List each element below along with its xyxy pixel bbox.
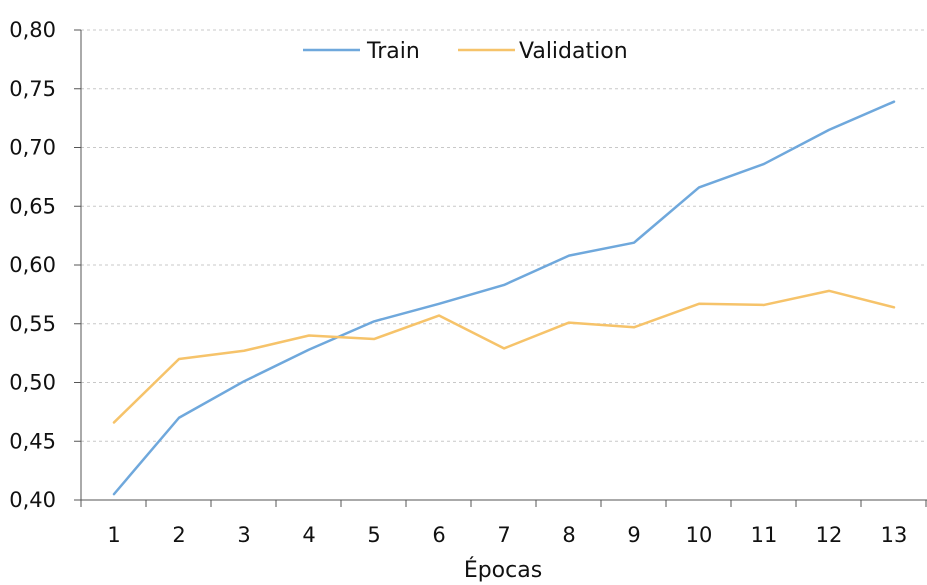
series-line-train xyxy=(112,100,896,496)
x-tick-label: 12 xyxy=(816,523,843,547)
x-tick-label: 11 xyxy=(751,523,778,547)
x-tick-label: 10 xyxy=(686,523,713,547)
x-tick-label: 7 xyxy=(497,523,510,547)
gridlines xyxy=(81,29,927,442)
y-tick-label: 0,70 xyxy=(9,136,56,160)
legend: Train Validation xyxy=(303,39,628,64)
y-tick-label: 0,45 xyxy=(9,429,56,453)
x-tick-label: 8 xyxy=(562,523,575,547)
legend-label-train: Train xyxy=(366,39,420,64)
x-tick-label: 4 xyxy=(302,523,315,547)
x-tick-label: 5 xyxy=(367,523,380,547)
y-tick-label: 0,40 xyxy=(9,488,56,512)
y-tick-label: 0,55 xyxy=(9,312,56,336)
y-tick-label: 0,60 xyxy=(9,253,56,277)
axes: 0,400,450,500,550,600,650,700,750,801 2 3 4… xyxy=(9,18,927,547)
x-tick-label: 9 xyxy=(627,523,640,547)
x-tick-label: 3 xyxy=(237,523,250,547)
x-tick-label: 13 xyxy=(881,523,908,547)
y-tick-label: 0,65 xyxy=(9,194,56,218)
x-tick-label: 6 xyxy=(432,523,445,547)
x-axis-title: Épocas xyxy=(464,557,542,583)
series-line-validation xyxy=(112,289,896,424)
series-lines xyxy=(112,100,896,496)
legend-label-validation: Validation xyxy=(519,39,628,64)
y-tick-label: 0,75 xyxy=(9,77,56,101)
y-tick-label: 0,80 xyxy=(9,18,56,42)
x-tick-label: 2 xyxy=(172,523,185,547)
x-tick-label: 1 xyxy=(107,523,120,547)
y-tick-label: 0,50 xyxy=(9,371,56,395)
